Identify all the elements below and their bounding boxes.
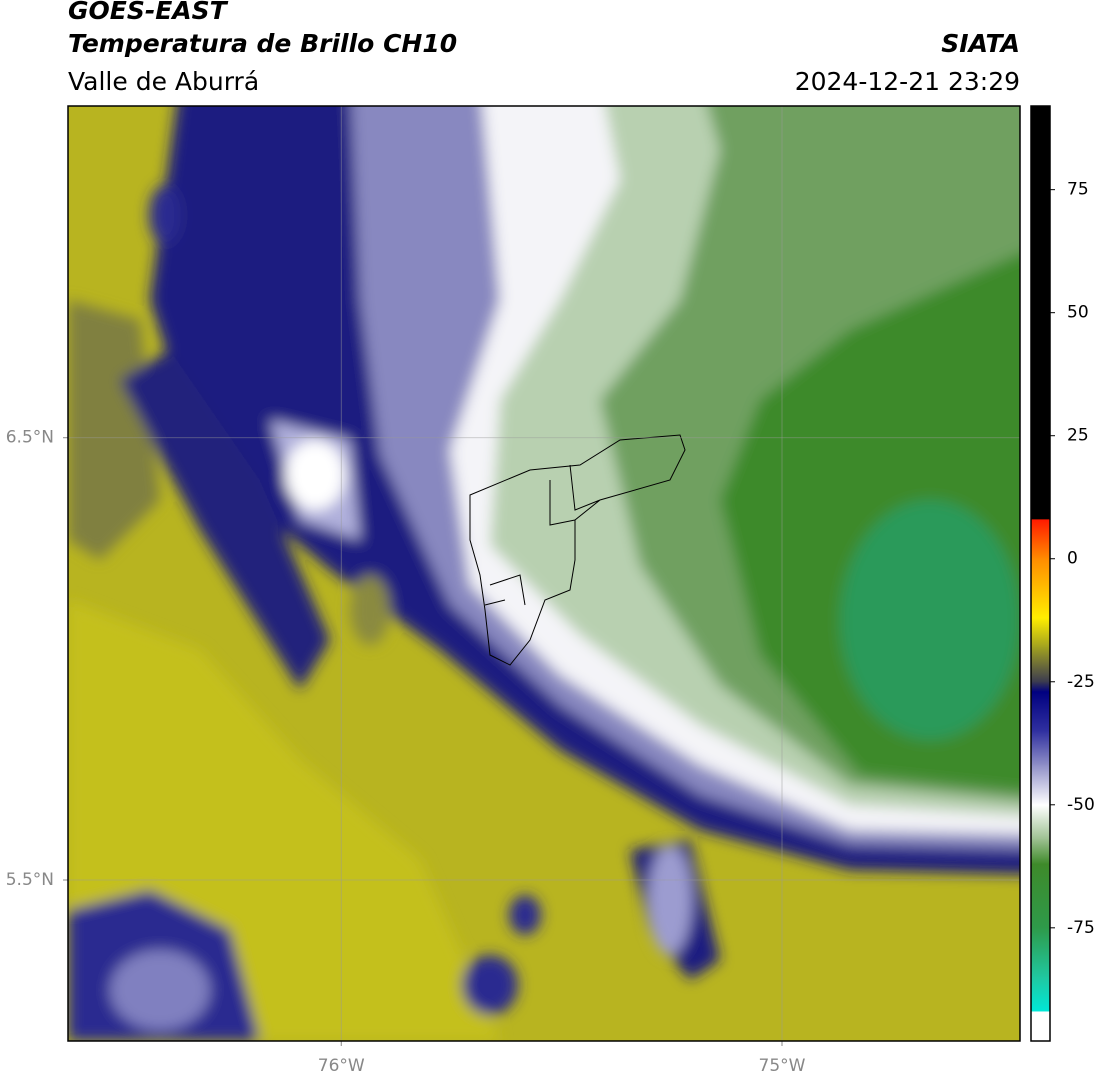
y-tick-label: 6.5°N bbox=[6, 428, 54, 448]
valley-outline bbox=[469, 434, 686, 666]
colorbar-segment bbox=[1031, 839, 1050, 865]
satellite-field bbox=[68, 106, 1020, 1041]
colorbar-segment bbox=[1031, 681, 1050, 693]
colorbar-segment bbox=[1031, 647, 1050, 683]
colorbar-segment bbox=[1031, 927, 1050, 978]
colorbar-segment bbox=[1031, 106, 1050, 520]
colorbar-frame bbox=[1030, 105, 1051, 1042]
datetime: 2024-12-21 23:29 bbox=[795, 67, 1020, 96]
colorbar-segment bbox=[1031, 558, 1050, 619]
map-frame bbox=[67, 105, 1021, 1042]
colorbar-tick-label: 50 bbox=[1067, 303, 1089, 323]
colorbar-segment bbox=[1031, 1011, 1050, 1042]
colorbar-segment bbox=[1031, 691, 1050, 732]
colorbar-segment bbox=[1031, 617, 1050, 648]
colorbar-segment bbox=[1031, 765, 1050, 806]
colorbar-tick-label: -75 bbox=[1067, 918, 1094, 938]
colorbar-segment bbox=[1031, 730, 1050, 766]
colorbar-segment bbox=[1031, 977, 1050, 1012]
x-tick-label: 76°W bbox=[318, 1056, 365, 1076]
colorbar-tick-label: -25 bbox=[1067, 672, 1094, 692]
x-tick-label: 75°W bbox=[759, 1056, 806, 1076]
y-tick-label: 5.5°N bbox=[6, 870, 54, 890]
colorbar-segment bbox=[1031, 863, 1050, 929]
colorbar-tick-label: 75 bbox=[1067, 180, 1089, 200]
subtitle: Temperatura de Brillo CH10 bbox=[68, 29, 457, 58]
title: GOES-EAST bbox=[68, 0, 229, 25]
colorbar-tick-label: 0 bbox=[1067, 549, 1078, 569]
colorbar-tick-label: -50 bbox=[1067, 795, 1094, 815]
colorbar-segment bbox=[1031, 519, 1050, 560]
region: Valle de Aburrá bbox=[68, 67, 259, 96]
source: SIATA bbox=[941, 29, 1020, 58]
colorbar-tick-label: 25 bbox=[1067, 426, 1089, 446]
colorbar-segment bbox=[1031, 804, 1050, 840]
